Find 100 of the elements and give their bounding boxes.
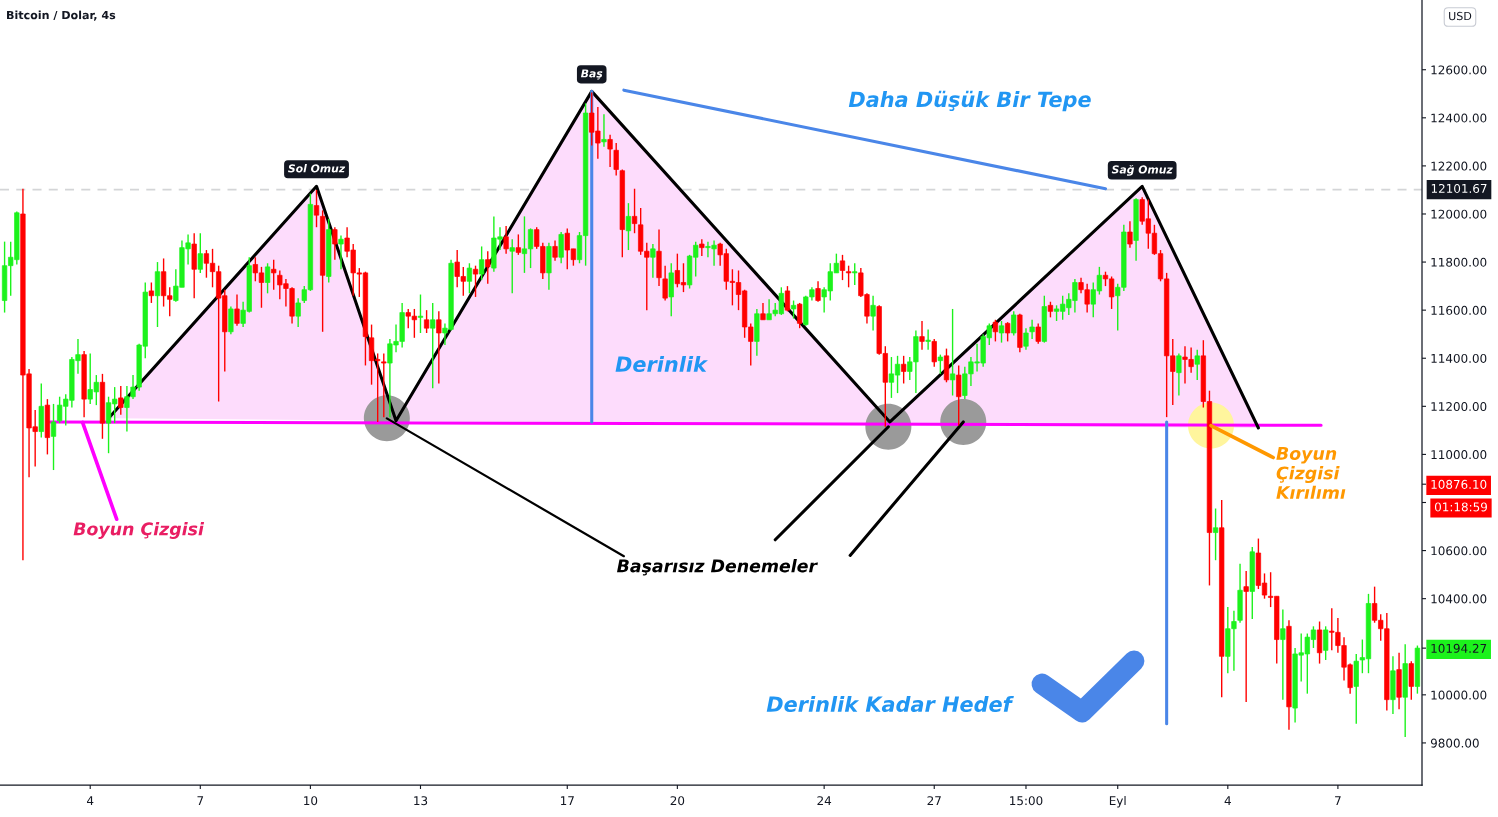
candlestick — [271, 258, 277, 291]
candlestick — [925, 328, 931, 351]
candlestick — [264, 262, 271, 295]
candlestick — [931, 338, 937, 368]
candlestick — [332, 226, 338, 261]
candlestick — [631, 188, 638, 234]
candlestick — [1127, 220, 1133, 249]
candlestick — [937, 353, 943, 375]
candlestick — [601, 113, 607, 148]
candlestick — [466, 262, 473, 295]
y-tick-label: 10000.00 — [1431, 690, 1487, 700]
x-tick-label: 20 — [670, 796, 685, 806]
candlestick — [956, 364, 962, 427]
candlestick — [1194, 349, 1200, 381]
candlestick — [870, 295, 876, 332]
text: Bitcoin / Dolar, 4s — [7, 10, 116, 21]
y-tick-label: 12600.00 — [1431, 65, 1487, 75]
candlestick — [919, 320, 925, 351]
candlestick — [662, 264, 668, 302]
candlestick — [313, 189, 320, 228]
candlestick — [381, 352, 387, 418]
x-tick-label: 10 — [304, 796, 318, 806]
annotation: Başarısız Denemeler — [617, 558, 818, 576]
candlestick — [1243, 570, 1249, 703]
candlestick — [1035, 322, 1041, 345]
candlestick — [1212, 507, 1219, 561]
annotation: Boyun Çizgisi — [73, 521, 205, 539]
candlestick — [234, 293, 240, 327]
candlestick — [998, 320, 1005, 344]
candlestick — [790, 299, 797, 320]
annotation: Baş — [580, 69, 603, 80]
y-axis-title: USD — [1449, 11, 1472, 21]
candlestick — [815, 280, 821, 303]
annotation: Derinlik Kadar Hedef — [766, 695, 1014, 713]
annotation: Daha Düşük Bir Tepe — [848, 90, 1091, 112]
candlestick — [784, 285, 791, 313]
x-tick-label: 17 — [560, 796, 574, 806]
candlestick — [1023, 327, 1029, 351]
candlestick — [50, 403, 57, 471]
candlestick — [479, 245, 485, 281]
x-tick-label: 7 — [197, 796, 204, 806]
x-tick-label: 13 — [414, 796, 428, 806]
candlestick — [846, 264, 852, 289]
candlestick — [228, 305, 234, 335]
candlestick — [1323, 625, 1329, 661]
y-tick-label: 10194.27 — [1431, 643, 1487, 653]
candlestick — [1408, 660, 1414, 701]
y-tick-label: 11200.00 — [1431, 402, 1487, 412]
x-tick-label: 24 — [817, 796, 832, 806]
x-tick-label: 15:00 — [1010, 796, 1043, 806]
candlestick — [1005, 321, 1011, 343]
candlestick — [1176, 352, 1182, 397]
candlestick — [503, 225, 509, 255]
candlestick — [901, 355, 907, 385]
candlestick — [625, 202, 632, 251]
y-tick-label: 10600.00 — [1431, 546, 1487, 556]
candlestick — [1316, 620, 1323, 665]
x-tick-label: 4 — [87, 796, 94, 806]
y-tick-label: 11400.00 — [1431, 353, 1487, 363]
candlestick — [485, 250, 491, 285]
y-tick-label: 11600.00 — [1431, 305, 1487, 315]
candlestick — [436, 310, 442, 385]
candlestick — [558, 231, 564, 264]
candlestick — [607, 133, 613, 168]
candlestick — [430, 302, 436, 389]
text: 01:18:59 — [1434, 502, 1487, 512]
x-tick-label: Eyl — [1109, 795, 1126, 808]
annotation: Sağ Omuz — [1111, 164, 1173, 176]
y-tick-label: 12000.00 — [1431, 209, 1487, 219]
candlestick — [949, 308, 956, 397]
y-tick-label: 11000.00 — [1431, 450, 1487, 460]
annotation: Sol Omuz — [288, 164, 346, 173]
ref-line-label: 12101.67 — [1431, 183, 1487, 193]
candlestick — [338, 234, 344, 270]
candlestick — [839, 254, 846, 281]
candlestick — [148, 281, 154, 304]
candlestick — [417, 293, 424, 334]
y-tick-label: 10400.00 — [1431, 594, 1487, 604]
candlestick — [992, 319, 999, 343]
candlestick — [852, 262, 858, 286]
candlestick — [509, 238, 515, 295]
annotation: Boyun Çizgisi Kırılımı — [1276, 447, 1346, 499]
x-tick-label: 4 — [1224, 796, 1231, 806]
y-tick-label: 10876.10 — [1431, 479, 1487, 489]
candlestick — [515, 233, 521, 256]
candlestick — [1029, 319, 1035, 340]
candlestick — [797, 302, 803, 329]
annotation: Derinlik — [615, 355, 708, 373]
y-tick-label: 12200.00 — [1431, 161, 1487, 171]
x-tick-label: 7 — [1335, 796, 1341, 806]
y-tick-label: 12400.00 — [1431, 113, 1487, 123]
candlestick — [472, 264, 479, 298]
candlestick — [423, 309, 430, 334]
candlestick — [295, 297, 301, 328]
candlestick — [699, 238, 705, 257]
y-tick-label: 9800.00 — [1430, 738, 1479, 748]
candlestick — [650, 243, 656, 279]
candlestick — [118, 385, 124, 416]
candlestick — [552, 239, 558, 262]
y-tick-label: 11800.00 — [1431, 257, 1487, 267]
